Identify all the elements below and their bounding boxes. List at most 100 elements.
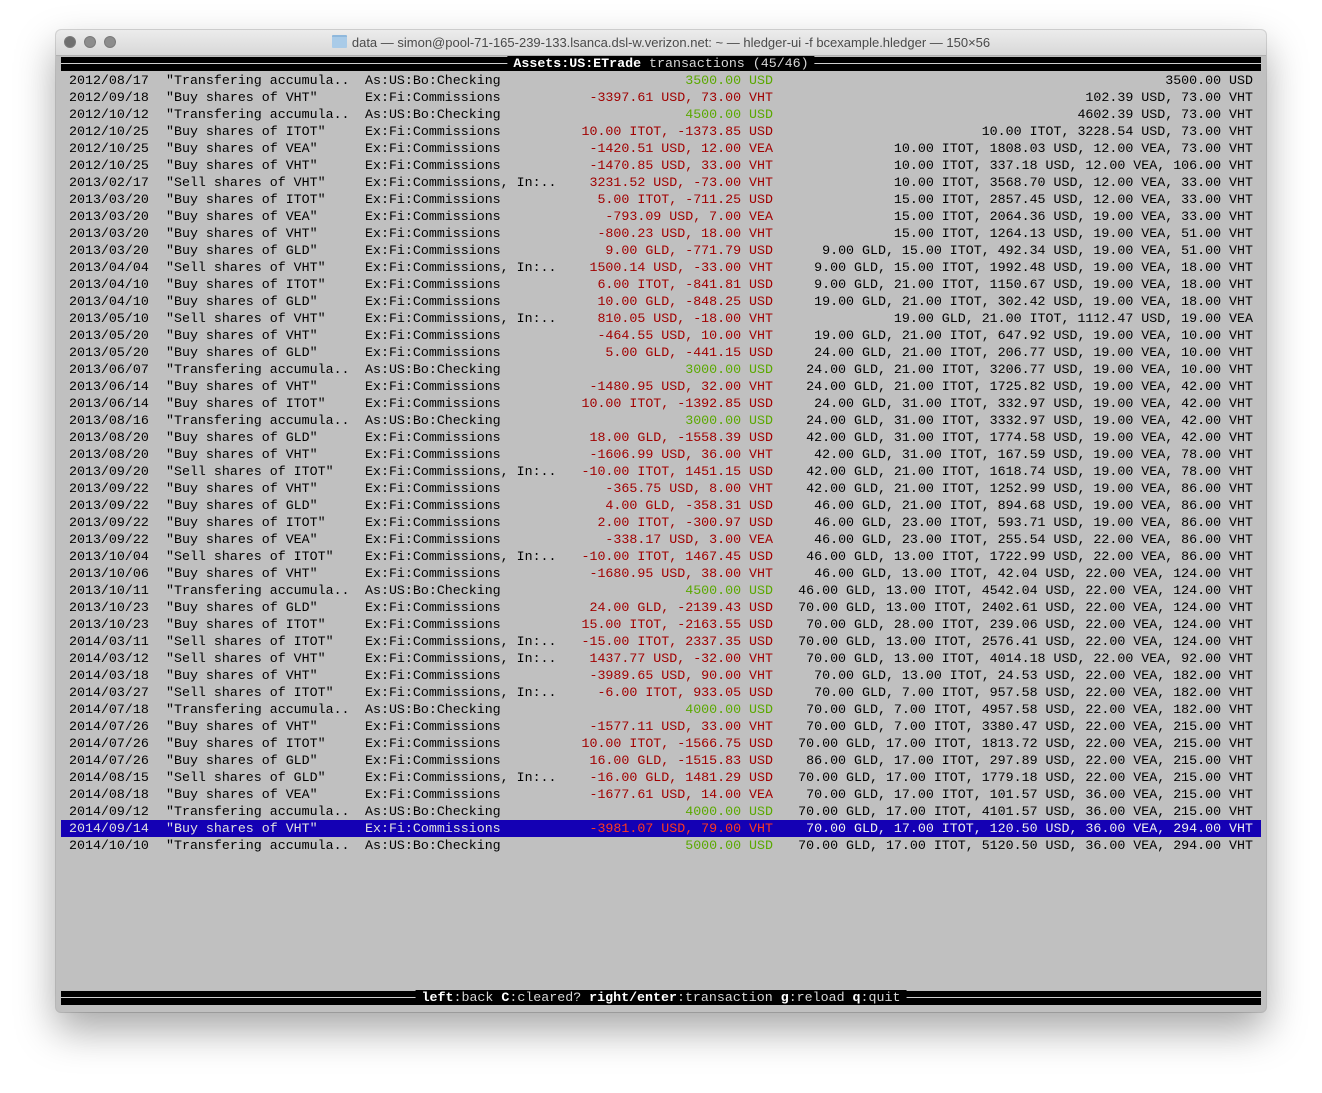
transaction-row[interactable]: 2013/09/22 "Buy shares of GLD" Ex:Fi:Commi… [61, 497, 1261, 514]
balance-cell: 19.00 GLD, 21.00 ITOT, 647.92 USD, 19.00… [814, 328, 1253, 343]
balance-cell: 9.00 GLD, 15.00 ITOT, 492.34 USD, 19.00 … [822, 243, 1253, 258]
transaction-row[interactable]: 2013/09/22 "Buy shares of VHT" Ex:Fi:Commi… [61, 480, 1261, 497]
transaction-row[interactable]: 2014/09/12 "Transfering accumula.. As:US:B… [61, 803, 1261, 820]
transaction-row[interactable]: 2013/06/07 "Transfering accumula.. As:US:B… [61, 361, 1261, 378]
balance-cell: 10.00 ITOT, 1808.03 USD, 12.00 VEA, 73.0… [893, 141, 1253, 156]
transaction-row[interactable]: 2014/07/18 "Transfering accumula.. As:US:B… [61, 701, 1261, 718]
transaction-row[interactable]: 2013/04/10 "Buy shares of GLD" Ex:Fi:Commi… [61, 293, 1261, 310]
key-help: left:back C:cleared? right/enter:transac… [415, 990, 907, 1005]
terminal-screen[interactable]: Assets:US:ETrade transactions (45/46) 20… [61, 56, 1261, 1010]
transaction-row[interactable]: 2014/07/26 "Buy shares of VHT" Ex:Fi:Commi… [61, 718, 1261, 735]
transaction-row[interactable]: 2013/09/20 "Sell shares of ITOT" Ex:Fi:Com… [61, 463, 1261, 480]
transaction-row[interactable]: 2012/10/25 "Buy shares of VEA" Ex:Fi:Commi… [61, 140, 1261, 157]
amount-cell: -1606.99 USD, 36.00 VHT [589, 447, 773, 462]
amount-cell: 10.00 ITOT, -1373.85 USD [581, 124, 773, 139]
balance-cell: 46.00 GLD, 13.00 ITOT, 1722.99 USD, 22.0… [806, 549, 1253, 564]
transaction-row[interactable]: 2013/10/23 "Buy shares of ITOT" Ex:Fi:Comm… [61, 616, 1261, 633]
transaction-row[interactable]: 2013/09/22 "Buy shares of ITOT" Ex:Fi:Comm… [61, 514, 1261, 531]
transaction-row[interactable]: 2013/04/04 "Sell shares of VHT" Ex:Fi:Comm… [61, 259, 1261, 276]
transaction-row[interactable]: 2013/03/20 "Buy shares of VEA" Ex:Fi:Commi… [61, 208, 1261, 225]
account-cell: Ex:Fi:Commissions [365, 787, 501, 802]
date-cell: 2012/10/12 [69, 107, 149, 122]
account-cell: Ex:Fi:Commissions [365, 294, 501, 309]
transaction-row[interactable]: 2013/08/20 "Buy shares of GLD" Ex:Fi:Commi… [61, 429, 1261, 446]
description-cell: "Sell shares of VHT" [166, 651, 326, 666]
transaction-row[interactable]: 2012/10/12 "Transfering accumula.. As:US:B… [61, 106, 1261, 123]
description-cell: "Transfering accumula.. [166, 838, 350, 853]
account-cell: As:US:Bo:Checking [365, 73, 501, 88]
transaction-row[interactable]: 2013/05/20 "Buy shares of VHT" Ex:Fi:Commi… [61, 327, 1261, 344]
amount-cell: 3000.00 USD [685, 413, 773, 428]
transaction-row[interactable]: 2014/07/26 "Buy shares of GLD" Ex:Fi:Commi… [61, 752, 1261, 769]
account-cell: Ex:Fi:Commissions [365, 753, 501, 768]
amount-cell: 4000.00 USD [685, 702, 773, 717]
description-cell: "Buy shares of VHT" [166, 90, 318, 105]
amount-cell: -464.55 USD, 10.00 VHT [597, 328, 773, 343]
description-cell: "Buy shares of VHT" [166, 328, 318, 343]
transaction-row[interactable]: 2012/10/25 "Buy shares of VHT" Ex:Fi:Commi… [61, 157, 1261, 174]
description-cell: "Buy shares of VHT" [166, 668, 318, 683]
transaction-row[interactable]: 2014/10/10 "Transfering accumula.. As:US:B… [61, 837, 1261, 854]
account-cell: Ex:Fi:Commissions [365, 719, 501, 734]
window-controls [64, 36, 116, 48]
transaction-row[interactable]: 2013/04/10 "Buy shares of ITOT" Ex:Fi:Comm… [61, 276, 1261, 293]
zoom-button[interactable] [104, 36, 116, 48]
amount-cell: -10.00 ITOT, 1451.15 USD [581, 464, 773, 479]
balance-cell: 42.00 GLD, 21.00 ITOT, 1618.74 USD, 19.0… [806, 464, 1253, 479]
account-cell: Ex:Fi:Commissions [365, 515, 501, 530]
transaction-row[interactable]: 2012/09/18 "Buy shares of VHT" Ex:Fi:Commi… [61, 89, 1261, 106]
transaction-row[interactable]: 2013/10/11 "Transfering accumula.. As:US:B… [61, 582, 1261, 599]
balance-cell: 10.00 ITOT, 3228.54 USD, 73.00 VHT [981, 124, 1253, 139]
transaction-row[interactable]: 2014/03/12 "Sell shares of VHT" Ex:Fi:Comm… [61, 650, 1261, 667]
transaction-row[interactable]: 2013/05/10 "Sell shares of VHT" Ex:Fi:Comm… [61, 310, 1261, 327]
amount-cell: 810.05 USD, -18.00 VHT [597, 311, 773, 326]
transaction-row[interactable]: 2012/10/25 "Buy shares of ITOT" Ex:Fi:Comm… [61, 123, 1261, 140]
window-title: data — simon@pool-71-165-239-133.lsanca.… [56, 35, 1266, 50]
transaction-row[interactable]: 2013/10/04 "Sell shares of ITOT" Ex:Fi:Com… [61, 548, 1261, 565]
transaction-row[interactable]: 2014/03/27 "Sell shares of ITOT" Ex:Fi:Com… [61, 684, 1261, 701]
transaction-row[interactable]: 2013/06/14 "Buy shares of ITOT" Ex:Fi:Comm… [61, 395, 1261, 412]
close-button[interactable] [64, 36, 76, 48]
account-cell: Ex:Fi:Commissions, In:.. [365, 549, 557, 564]
account-cell: As:US:Bo:Checking [365, 838, 501, 853]
transaction-row[interactable]: 2012/08/17 "Transfering accumula.. As:US:B… [61, 72, 1261, 89]
description-cell: "Buy shares of VHT" [166, 719, 318, 734]
transaction-row[interactable]: 2013/06/14 "Buy shares of VHT" Ex:Fi:Commi… [61, 378, 1261, 395]
header-bar: Assets:US:ETrade transactions (45/46) [61, 56, 1261, 71]
transaction-row[interactable]: 2013/03/20 "Buy shares of VHT" Ex:Fi:Commi… [61, 225, 1261, 242]
transaction-row[interactable]: 2013/03/20 "Buy shares of GLD" Ex:Fi:Commi… [61, 242, 1261, 259]
transaction-row[interactable]: 2013/09/22 "Buy shares of VEA" Ex:Fi:Commi… [61, 531, 1261, 548]
date-cell: 2012/09/18 [69, 90, 149, 105]
account-cell: Ex:Fi:Commissions [365, 498, 501, 513]
minimize-button[interactable] [84, 36, 96, 48]
transaction-row[interactable]: 2013/10/23 "Buy shares of GLD" Ex:Fi:Commi… [61, 599, 1261, 616]
transaction-row[interactable]: 2013/08/20 "Buy shares of VHT" Ex:Fi:Commi… [61, 446, 1261, 463]
transaction-row[interactable]: 2014/03/11 "Sell shares of ITOT" Ex:Fi:Com… [61, 633, 1261, 650]
transaction-row[interactable]: 2014/07/26 "Buy shares of ITOT" Ex:Fi:Comm… [61, 735, 1261, 752]
transaction-row-selected[interactable]: 2014/09/14 "Buy shares of VHT" Ex:Fi:Commi… [61, 820, 1261, 837]
description-cell: "Sell shares of VHT" [166, 260, 326, 275]
key-hint-action: back [461, 990, 494, 1005]
register-title: Assets:US:ETrade transactions (45/46) [507, 56, 815, 71]
date-cell: 2013/09/20 [69, 464, 149, 479]
amount-cell: -3989.65 USD, 90.00 VHT [589, 668, 773, 683]
key-hint-key: q [852, 990, 861, 1005]
transaction-list[interactable]: 2012/08/17 "Transfering accumula.. As:US:B… [61, 72, 1261, 854]
account-cell: Ex:Fi:Commissions [365, 226, 501, 241]
date-cell: 2014/09/14 [69, 821, 149, 836]
date-cell: 2013/06/14 [69, 379, 149, 394]
transaction-row[interactable]: 2013/02/17 "Sell shares of VHT" Ex:Fi:Comm… [61, 174, 1261, 191]
transaction-row[interactable]: 2014/08/18 "Buy shares of VEA" Ex:Fi:Commi… [61, 786, 1261, 803]
account-cell: Ex:Fi:Commissions [365, 90, 501, 105]
transaction-row[interactable]: 2013/05/20 "Buy shares of GLD" Ex:Fi:Commi… [61, 344, 1261, 361]
amount-cell: -800.23 USD, 18.00 VHT [597, 226, 773, 241]
transaction-row[interactable]: 2013/10/06 "Buy shares of VHT" Ex:Fi:Commi… [61, 565, 1261, 582]
date-cell: 2014/07/26 [69, 736, 149, 751]
date-cell: 2012/10/25 [69, 124, 149, 139]
balance-cell: 70.00 GLD, 17.00 ITOT, 1779.18 USD, 22.0… [798, 770, 1253, 785]
transaction-row[interactable]: 2014/03/18 "Buy shares of VHT" Ex:Fi:Commi… [61, 667, 1261, 684]
transaction-row[interactable]: 2014/08/15 "Sell shares of GLD" Ex:Fi:Comm… [61, 769, 1261, 786]
title-bar: data — simon@pool-71-165-239-133.lsanca.… [56, 30, 1266, 56]
transaction-row[interactable]: 2013/03/20 "Buy shares of ITOT" Ex:Fi:Comm… [61, 191, 1261, 208]
transaction-row[interactable]: 2013/08/16 "Transfering accumula.. As:US:B… [61, 412, 1261, 429]
